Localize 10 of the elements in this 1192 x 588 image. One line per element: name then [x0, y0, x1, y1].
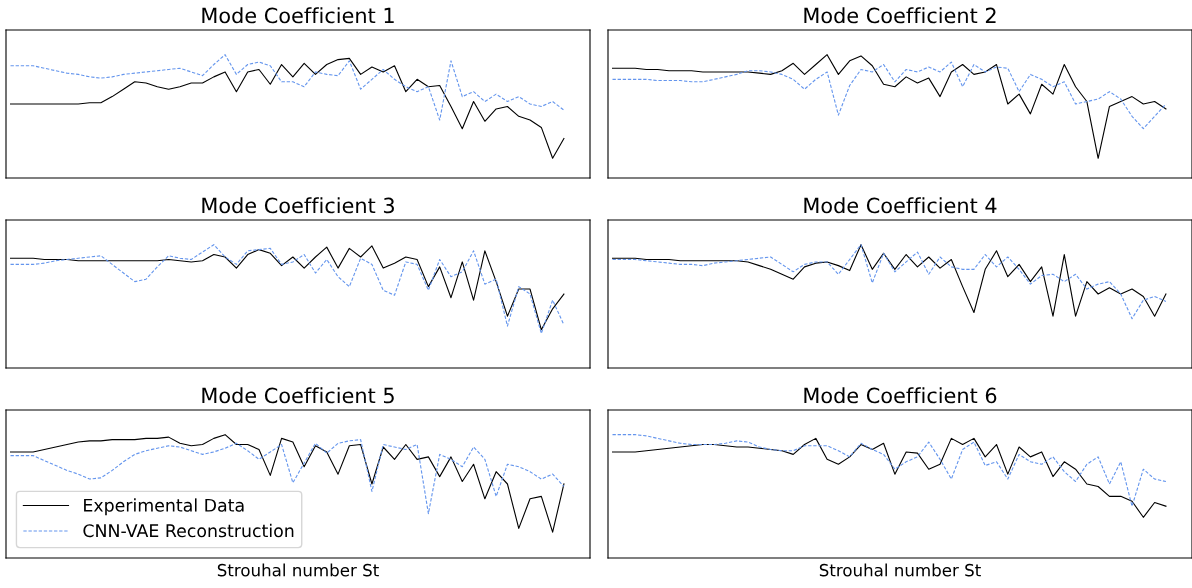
- legend-label: Experimental Data: [84, 498, 244, 516]
- chart-title: Mode Coefficient 5: [202, 387, 394, 404]
- chart-title: Mode Coefficient 3: [202, 197, 394, 214]
- chart-title: Mode Coefficient 6: [804, 387, 997, 404]
- legend-label: CNN-VAE Reconstruction: [83, 523, 294, 538]
- x-axis-title: Strouhal number St: [217, 563, 379, 577]
- chart-title: Mode Coefficient 2: [804, 7, 996, 24]
- x-axis-title: Strouhal number St: [819, 563, 981, 577]
- chart-title: Mode Coefficient 1: [202, 7, 394, 24]
- chart-title: Mode Coefficient 4: [804, 197, 997, 214]
